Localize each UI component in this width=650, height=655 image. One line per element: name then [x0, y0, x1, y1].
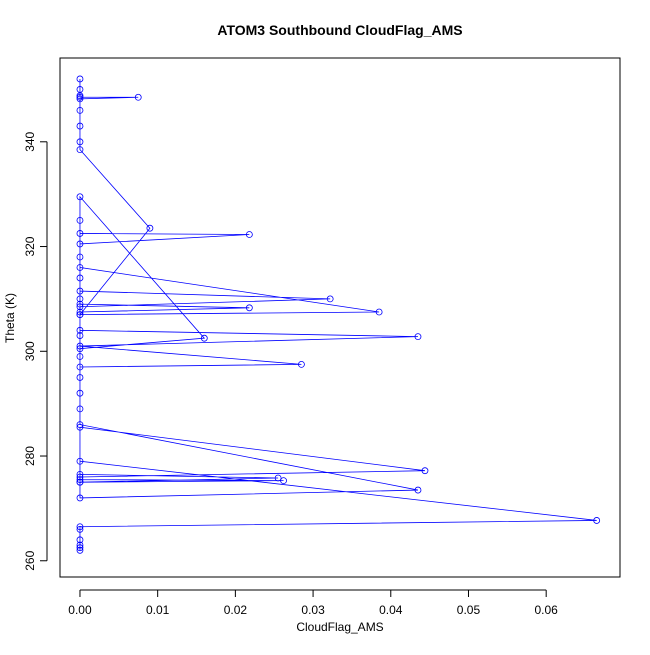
data-point: [76, 253, 84, 261]
x-tick-label: 0.04: [379, 603, 403, 617]
data-point: [76, 541, 84, 549]
data-point: [76, 303, 84, 311]
data-point: [76, 525, 84, 533]
data-point: [76, 287, 84, 295]
data-point: [76, 494, 84, 502]
y-tick-label: 300: [23, 341, 37, 361]
data-point: [76, 544, 84, 552]
data-point: [76, 230, 84, 237]
data-point: [76, 295, 84, 303]
y-tick-label: 340: [23, 131, 37, 151]
data-point: [414, 486, 422, 494]
data-point: [76, 478, 84, 486]
chart-title: ATOM3 Southbound CloudFlag_AMS: [217, 22, 462, 38]
data-point: [280, 477, 287, 485]
data-point: [76, 374, 84, 381]
data-point: [76, 363, 84, 371]
data-point: [76, 353, 84, 360]
x-tick-label: 0.03: [301, 603, 325, 617]
data-point: [76, 405, 84, 413]
data-point: [76, 546, 84, 554]
x-tick-label: 0.06: [535, 603, 559, 617]
data-point: [76, 138, 84, 146]
data-point: [146, 224, 154, 232]
data-point: [76, 423, 84, 431]
data-point: [76, 75, 84, 83]
data-point: [76, 473, 84, 481]
data-point: [274, 474, 282, 482]
data-point: [134, 93, 142, 101]
data-point: [76, 523, 84, 531]
data-point: [76, 122, 84, 130]
data-point: [76, 421, 84, 428]
data-point: [76, 274, 84, 282]
data-point: [76, 193, 84, 201]
data-point: [76, 332, 84, 339]
y-tick-label: 280: [23, 446, 37, 466]
y-tick-label: 320: [23, 236, 37, 256]
x-tick-label: 0.05: [457, 603, 481, 617]
data-point: [245, 231, 253, 238]
data-point: [76, 308, 84, 316]
data-point: [76, 240, 84, 248]
data-point: [593, 517, 601, 524]
data-point: [76, 470, 84, 478]
data-point: [76, 264, 84, 271]
data-point: [76, 95, 84, 103]
data-point: [326, 295, 334, 303]
data-point: [76, 342, 84, 350]
data-point: [76, 300, 84, 308]
data-point: [298, 360, 305, 368]
data-point: [414, 333, 422, 341]
data-point: [76, 457, 84, 465]
data-point: [76, 345, 84, 353]
x-tick-label: 0.02: [224, 603, 248, 617]
x-tick-label: 0.00: [68, 603, 92, 617]
data-point: [76, 389, 84, 397]
data-point: [375, 308, 383, 316]
y-axis-label: Theta (K): [3, 293, 17, 343]
data-point: [76, 476, 84, 483]
data-point: [76, 216, 84, 224]
data-point: [200, 334, 208, 342]
data-point: [76, 146, 84, 154]
data-point: [76, 106, 84, 114]
data-point: [421, 467, 429, 475]
x-axis-label: CloudFlag_AMS: [296, 620, 383, 634]
data-point: [76, 536, 84, 544]
data-point: [76, 311, 84, 319]
y-tick-label: 260: [23, 550, 37, 570]
data-point: [245, 304, 253, 312]
data-point: [76, 326, 84, 334]
plot-frame: [59, 57, 621, 578]
x-tick-label: 0.01: [146, 603, 170, 617]
